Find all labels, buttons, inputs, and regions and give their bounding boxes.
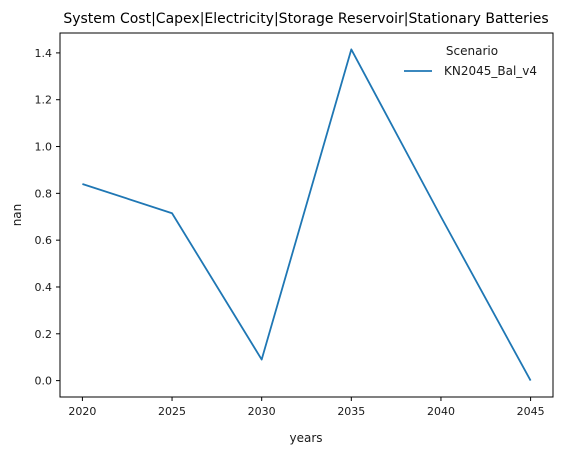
y-tick-label: 1.2 [35,94,53,107]
x-tick-label: 2040 [427,405,455,418]
series-line [82,48,532,382]
legend-entry: KN2045_Bal_v4 [444,64,537,78]
x-tick-label: 2025 [158,405,186,418]
x-axis-label: years [289,431,322,445]
y-tick-label: 0.6 [35,234,53,247]
y-tick-label: 0.2 [35,328,53,341]
y-tick-label: 0.8 [35,187,53,200]
x-tick-label: 2035 [337,405,365,418]
y-axis-label: nan [10,204,24,227]
legend-title: Scenario [446,44,498,58]
legend: Scenario KN2045_Bal_v4 [404,44,537,78]
x-tick-label: 2045 [517,405,545,418]
series-layer [82,48,532,382]
chart-title: System Cost|Capex|Electricity|Storage Re… [63,11,548,27]
y-tick-label: 0.0 [35,375,53,388]
x-tick-label: 2020 [68,405,96,418]
y-axis: 0.0 0.2 0.4 0.6 0.8 1.0 1.2 1.4 [35,47,60,388]
y-tick-label: 1.4 [35,47,53,60]
y-tick-label: 1.0 [35,141,53,154]
y-tick-label: 0.4 [35,281,53,294]
plot-frame [59,32,554,398]
x-axis: 2020 2025 2030 2035 2040 2045 [68,397,545,418]
x-tick-label: 2030 [248,405,276,418]
